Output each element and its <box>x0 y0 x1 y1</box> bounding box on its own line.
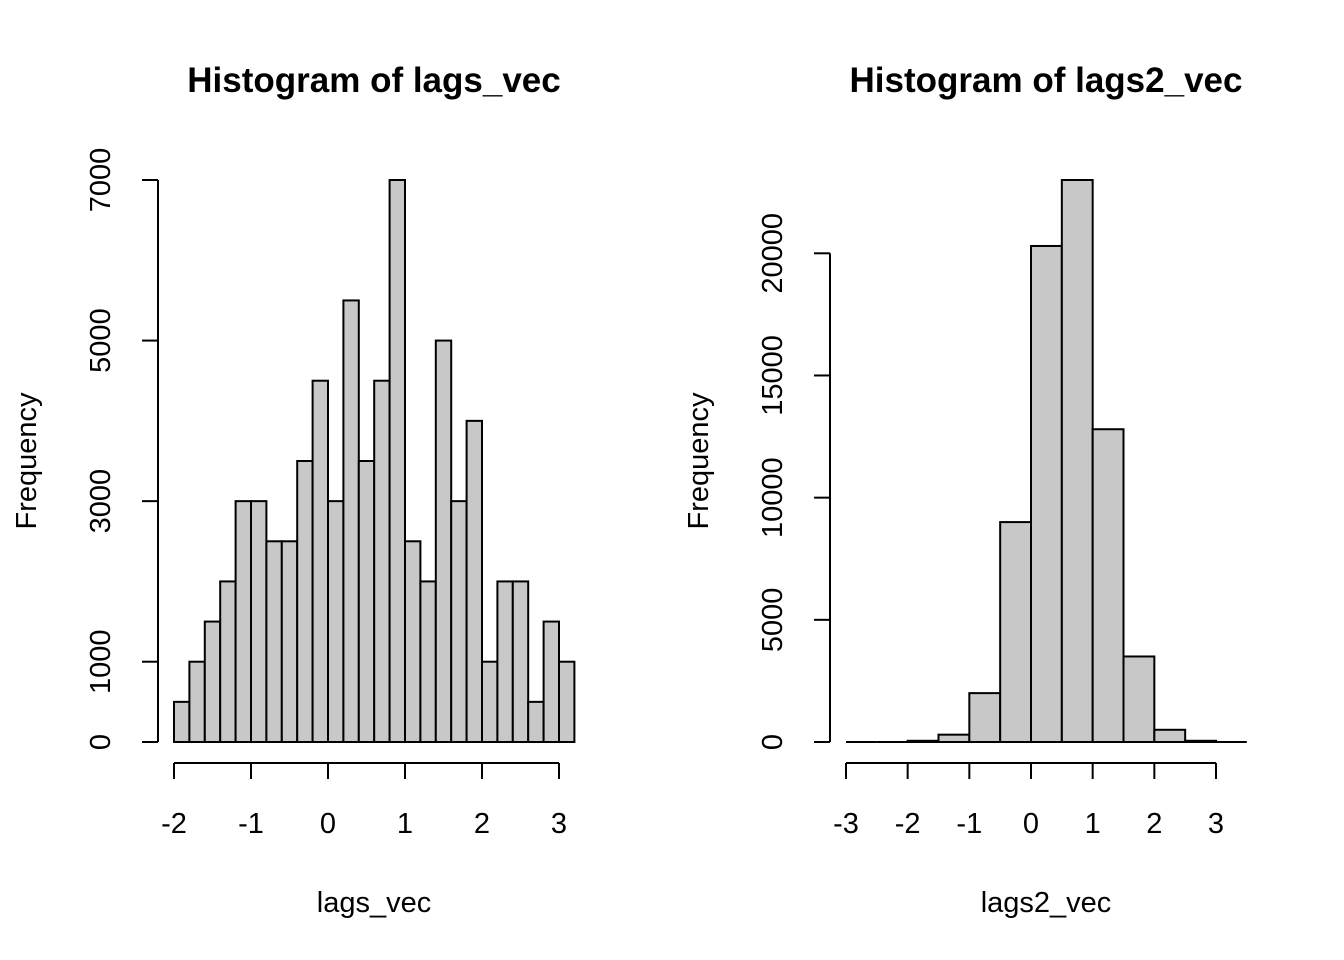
histogram-bar <box>188 660 206 744</box>
y-tick-label: 5000 <box>757 588 789 653</box>
histogram-bar <box>527 700 545 743</box>
y-tick-label: 1000 <box>85 629 117 694</box>
x-tick-label: -1 <box>238 808 264 840</box>
y-axis: 0 1000 3000 5000 7000 <box>85 148 159 750</box>
x-axis: -2 -1 0 1 2 3 <box>161 762 567 840</box>
histogram-bar <box>1153 728 1187 743</box>
histogram-bar <box>434 339 453 743</box>
chart-title: Histogram of lags_vec <box>187 61 560 100</box>
histogram-bar <box>968 692 1002 743</box>
x-tick-label: -2 <box>161 808 187 840</box>
histogram-bar <box>311 379 330 743</box>
histogram-bar <box>465 419 484 743</box>
histogram-bar <box>280 540 299 743</box>
histogram-bar <box>404 540 422 743</box>
histogram-bar <box>265 540 283 743</box>
histogram-bar <box>481 660 499 744</box>
y-tick-label: 5000 <box>85 308 117 373</box>
histogram-bar <box>558 660 576 744</box>
histogram-bar <box>219 580 237 744</box>
y-axis-label: Frequency <box>11 392 43 530</box>
x-tick-label: -2 <box>895 808 921 840</box>
histogram-bar <box>511 580 530 744</box>
histogram-bar <box>1030 244 1063 743</box>
histogram-lags-vec: Histogram of lags_vec lags_vec Frequency… <box>11 61 576 919</box>
bars <box>173 179 576 744</box>
histogram-bar <box>906 739 940 743</box>
x-axis: -3 -2 -1 0 1 2 3 <box>833 762 1224 840</box>
histogram-bar <box>173 700 191 743</box>
histogram-bar <box>542 620 560 743</box>
histogram-bar <box>419 580 437 744</box>
histogram-bar <box>1091 428 1125 743</box>
histogram-bar <box>999 521 1033 744</box>
y-tick-label: 0 <box>85 734 117 750</box>
histogram-bar <box>296 460 314 743</box>
y-axis: 0 5000 10000 15000 20000 <box>757 213 831 750</box>
histogram-lags2-vec: Histogram of lags2_vec lags2_vec Frequen… <box>683 61 1247 919</box>
y-tick-label: 0 <box>757 734 789 750</box>
histogram-bar <box>496 580 514 744</box>
histogram-bar <box>234 500 253 743</box>
histogram-bar <box>250 500 268 743</box>
histogram-bar <box>937 733 971 743</box>
y-axis-label: Frequency <box>683 392 715 530</box>
y-tick-label: 3000 <box>85 469 117 534</box>
y-tick-label: 15000 <box>757 335 789 416</box>
histogram-bar <box>373 379 391 743</box>
histogram-bar <box>1184 739 1217 743</box>
histogram-bar <box>357 460 376 743</box>
histogram-bar <box>388 179 407 743</box>
x-tick-label: 1 <box>1085 808 1101 840</box>
x-tick-label: 1 <box>397 808 413 840</box>
x-tick-label: -3 <box>833 808 859 840</box>
x-tick-label: 3 <box>551 808 567 840</box>
x-axis-label: lags_vec <box>317 887 431 919</box>
x-axis-label: lags2_vec <box>981 887 1112 919</box>
histogram-bar <box>342 299 360 743</box>
y-tick-label: 7000 <box>85 148 117 213</box>
x-tick-label: 0 <box>1023 808 1039 840</box>
histogram-bar <box>1122 655 1156 744</box>
histogram-bar <box>450 500 468 743</box>
y-tick-label: 10000 <box>757 457 789 538</box>
bars <box>846 179 1247 744</box>
x-tick-label: 3 <box>1208 808 1224 840</box>
histogram-bar <box>327 500 345 743</box>
x-tick-label: 2 <box>474 808 490 840</box>
x-tick-label: -1 <box>956 808 982 840</box>
x-tick-label: 0 <box>320 808 336 840</box>
y-tick-label: 20000 <box>757 213 789 294</box>
chart-title: Histogram of lags2_vec <box>850 61 1243 100</box>
histogram-bar <box>1060 179 1094 743</box>
histogram-bar <box>203 620 222 743</box>
x-tick-label: 2 <box>1146 808 1162 840</box>
